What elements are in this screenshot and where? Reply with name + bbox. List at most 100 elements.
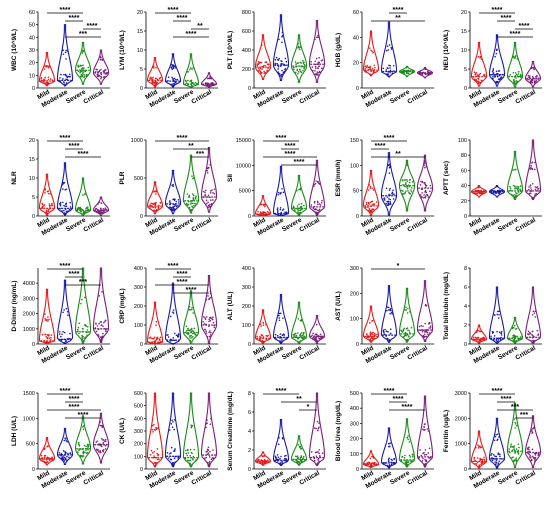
violin-points bbox=[77, 425, 90, 458]
violin-shape bbox=[362, 30, 380, 76]
violin-shape bbox=[380, 427, 398, 469]
violin-points bbox=[472, 329, 486, 344]
violin-points bbox=[400, 160, 414, 196]
significance-label: **** bbox=[285, 151, 296, 158]
y-axis-label: NLR bbox=[11, 171, 18, 185]
y-tick-label: 600 bbox=[134, 391, 143, 397]
y-tick-label: 150 bbox=[350, 138, 359, 144]
y-tick-label: 10 bbox=[137, 48, 143, 54]
violin-shape bbox=[182, 392, 200, 468]
violin-points bbox=[382, 44, 395, 78]
violin-points bbox=[94, 291, 107, 343]
violin-points bbox=[311, 323, 323, 342]
y-tick-label: 0 bbox=[464, 86, 467, 92]
y-tick-label: 600 bbox=[242, 29, 251, 35]
violin-points bbox=[364, 47, 376, 77]
significance-label: **** bbox=[276, 135, 287, 142]
y-tick-label: 500 bbox=[26, 442, 35, 448]
violin-shape bbox=[254, 34, 272, 80]
y-tick-label: 0 bbox=[140, 467, 143, 473]
violin-shape bbox=[272, 419, 290, 466]
y-tick-label: 0 bbox=[248, 342, 251, 348]
significance-label: **** bbox=[60, 7, 71, 14]
y-tick-label: 60 bbox=[353, 10, 359, 16]
x-category-label: Critical bbox=[406, 345, 429, 362]
y-tick-label: 10 bbox=[461, 48, 467, 54]
y-tick-label: 50 bbox=[353, 189, 359, 195]
x-category-label: Critical bbox=[514, 470, 537, 487]
y-axis-label: HGB (g/dL) bbox=[335, 33, 342, 67]
y-tick-label: 2 bbox=[464, 323, 467, 329]
chart-panel: 0 200 400 600 800 PLT (10^9/L) Mild Moderate Sev… bbox=[224, 2, 332, 129]
significance-label: **** bbox=[177, 271, 188, 278]
violin-points bbox=[202, 290, 216, 338]
x-category-label: Critical bbox=[190, 345, 213, 362]
violin-shape bbox=[416, 280, 434, 343]
violin-points bbox=[364, 184, 378, 214]
violin-shape bbox=[272, 165, 290, 217]
chart-panel: 0 100 200 300 400 ALT (U/L) Mild Moderate Severe… bbox=[224, 258, 332, 385]
y-tick-label: 15 bbox=[461, 29, 467, 35]
violin-points bbox=[526, 426, 540, 462]
y-tick-label: 30 bbox=[29, 48, 35, 54]
violin-chart: 05101520NLRMildModerateSevereCritical***… bbox=[11, 135, 110, 237]
x-category-label: Critical bbox=[406, 217, 429, 234]
violin-shape bbox=[74, 267, 92, 344]
y-tick-label: 0 bbox=[248, 214, 251, 220]
y-tick-label: 300 bbox=[134, 429, 143, 435]
violin-points bbox=[473, 444, 486, 469]
significance-label: **** bbox=[294, 159, 305, 166]
y-tick-label: 800 bbox=[242, 10, 251, 16]
y-tick-label: 0 bbox=[32, 214, 35, 220]
violin-points bbox=[202, 164, 216, 209]
significance-label: **** bbox=[87, 23, 98, 30]
violin-points bbox=[365, 319, 378, 343]
significance-label: ** bbox=[296, 396, 302, 403]
y-tick-label: 0 bbox=[248, 86, 251, 92]
significance-label: **** bbox=[393, 7, 404, 14]
significance-label: **** bbox=[168, 7, 179, 14]
y-tick-label: 5000 bbox=[239, 189, 251, 195]
violin-points bbox=[40, 64, 54, 87]
violin-shape bbox=[362, 450, 380, 469]
y-axis-label: LDH (U/L) bbox=[11, 416, 18, 446]
x-category-label: Critical bbox=[406, 470, 429, 487]
violin-shape bbox=[38, 288, 56, 344]
violin-shape bbox=[272, 294, 290, 344]
y-tick-label: 1000 bbox=[131, 138, 143, 144]
y-tick-label: 400 bbox=[350, 406, 359, 412]
violin-shape bbox=[92, 196, 110, 216]
violin-shape bbox=[92, 49, 110, 85]
significance-label: **** bbox=[285, 143, 296, 150]
y-tick-label: 1000 bbox=[23, 416, 35, 422]
x-category-label: Critical bbox=[298, 89, 321, 106]
x-category-label: Critical bbox=[82, 345, 105, 362]
chart-panel: 0 500 1000 PLR Mild Moderate Severe Critical ***… bbox=[116, 130, 224, 257]
y-tick-label: 100 bbox=[242, 323, 251, 329]
y-tick-label: 3000 bbox=[455, 391, 467, 397]
significance-label: *** bbox=[79, 279, 87, 286]
y-tick-label: 1000 bbox=[455, 442, 467, 448]
violin-chart: 05001000PLRMildModerateSevereCritical***… bbox=[119, 135, 218, 237]
y-tick-label: 300 bbox=[350, 421, 359, 427]
violin-points bbox=[58, 437, 72, 462]
y-tick-label: 0 bbox=[140, 342, 143, 348]
significance-label: *** bbox=[79, 31, 87, 38]
violin-shape bbox=[164, 169, 182, 215]
violin-points bbox=[418, 303, 432, 341]
significance-label: **** bbox=[186, 287, 197, 294]
y-axis-label: NEU (10^9/L) bbox=[442, 30, 450, 70]
violin-shape bbox=[182, 53, 200, 88]
violin-shape bbox=[290, 301, 308, 344]
y-axis-label: Blood Urea (mg/dL) bbox=[335, 401, 342, 461]
significance-label: ** bbox=[395, 151, 401, 158]
violin-points bbox=[508, 418, 520, 463]
chart-panel: 0 100 200 300 400 500 Blood Urea (mg/dL) Mild Mo… bbox=[332, 383, 440, 510]
violin-shape bbox=[506, 150, 524, 200]
y-tick-label: 500 bbox=[350, 391, 359, 397]
violin-points bbox=[185, 175, 197, 212]
